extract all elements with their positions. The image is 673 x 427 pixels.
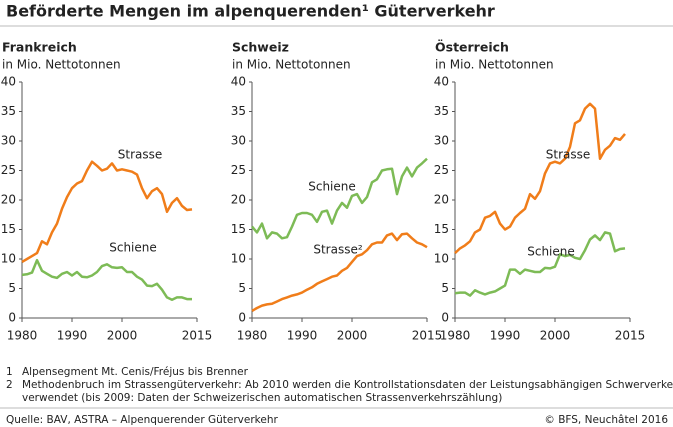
copyright: © BFS, Neuchâtel 2016 [544,414,668,426]
x-tick-label: 2015 [412,329,443,343]
series-label: Strasse [546,148,591,162]
y-tick-label: 5 [238,281,246,295]
y-tick-label: 20 [1,193,16,207]
x-tick-label: 1990 [57,329,88,343]
y-tick-label: 5 [441,281,449,295]
y-tick-label: 40 [1,75,16,89]
x-tick-label: 1990 [490,329,521,343]
x-tick-label: 1980 [7,329,38,343]
y-tick-label: 0 [8,311,16,325]
y-tick-label: 10 [1,252,16,266]
footnote-text: Alpensegment Mt. Cenis/Fréjus bis Brenne… [22,366,249,378]
panel-title: Schweiz [232,40,289,55]
x-tick-label: 1980 [440,329,471,343]
y-tick-label: 15 [1,222,16,236]
panel-subtitle: in Mio. Nettotonnen [232,58,351,72]
series-label: Strasse [118,148,163,162]
y-tick-label: 40 [231,75,246,89]
y-tick-label: 35 [434,104,449,118]
series-label: Schiene [527,245,575,259]
series-line [251,232,428,312]
y-tick-label: 5 [8,281,16,295]
series-line [21,258,192,301]
panel-title: Österreich [435,40,509,55]
y-tick-label: 30 [1,134,16,148]
series-label: Strasse² [313,243,362,257]
x-tick-label: 1990 [287,329,318,343]
y-tick-label: 40 [434,75,449,89]
y-tick-label: 10 [231,252,246,266]
y-tick-label: 30 [231,134,246,148]
y-tick-label: 0 [441,311,449,325]
x-tick-label: 2000 [540,329,571,343]
x-tick-label: 1980 [237,329,268,343]
footnote-text: verwendet (bis 2009: Daten der Schweizer… [22,392,502,404]
y-tick-label: 25 [434,163,449,177]
panel-subtitle: in Mio. Nettotonnen [435,58,554,72]
y-tick-label: 15 [231,222,246,236]
series-line [21,160,193,263]
series-line [454,231,626,297]
panel-subtitle: in Mio. Nettotonnen [2,58,121,72]
source: Quelle: BAV, ASTRA – Alpenquerender Güte… [6,414,278,426]
y-tick-label: 35 [1,104,16,118]
y-tick-label: 35 [231,104,246,118]
footnote-mark: 1 [6,366,13,378]
y-tick-label: 25 [231,163,246,177]
footnote-mark: 2 [6,379,13,391]
y-tick-label: 20 [434,193,449,207]
y-tick-label: 10 [434,252,449,266]
series-line [251,157,428,240]
x-tick-label: 2000 [107,329,138,343]
series-label: Schiene [308,180,356,194]
y-tick-label: 15 [434,222,449,236]
x-tick-label: 2015 [615,329,646,343]
page-title: Beförderte Mengen im alpenquerenden¹ Güt… [6,2,495,21]
x-tick-label: 2000 [337,329,368,343]
series-label: Schiene [109,241,157,255]
footnote-text: Methodenbruch im Strassengüterverkehr: A… [22,379,673,391]
y-tick-label: 25 [1,163,16,177]
y-tick-label: 20 [231,193,246,207]
series-line [454,102,626,255]
y-tick-label: 30 [434,134,449,148]
panel-title: Frankreich [2,40,77,55]
x-tick-label: 2015 [182,329,213,343]
y-tick-label: 0 [238,311,246,325]
